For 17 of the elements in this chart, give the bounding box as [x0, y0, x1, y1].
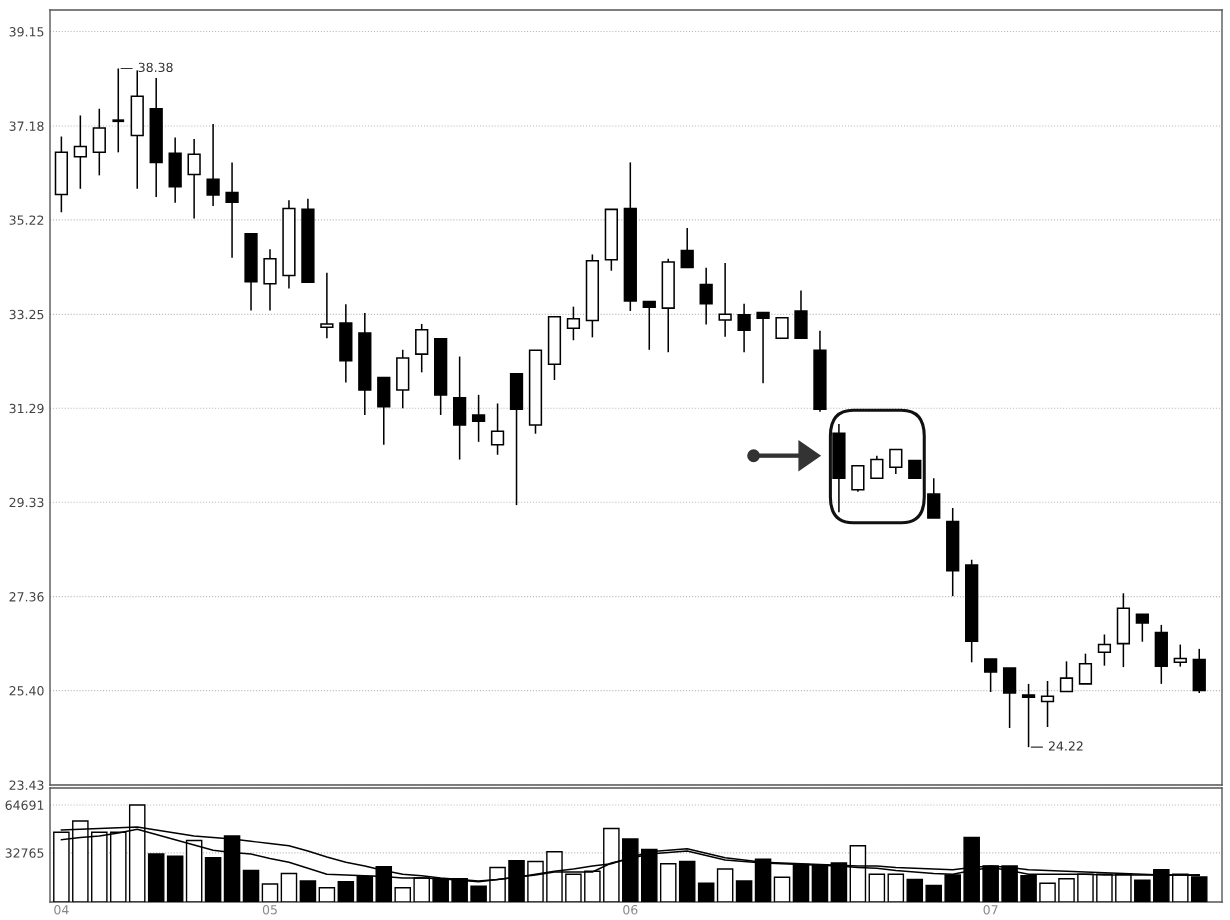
y-tick-label: 31.29 [9, 403, 44, 414]
y-tick-label: 29.33 [9, 497, 44, 508]
y-tick-label: 27.36 [9, 592, 44, 602]
y-tick-label: 39.15 [9, 27, 44, 37]
y-tick-label: 35.22 [9, 215, 44, 225]
annotation: 38.38 [138, 62, 173, 73]
y-tick-label: 25.40 [9, 686, 44, 696]
y-tick-label: 64691 [5, 800, 44, 810]
y-tick-label: 23.43 [9, 780, 44, 790]
annotation: 24.22 [1048, 741, 1083, 751]
y-tick-label: 33.25 [9, 309, 44, 320]
x-tick-label: 05 [262, 905, 277, 915]
x-tick-label: 07 [983, 905, 998, 915]
x-tick-label: 04 [54, 905, 69, 915]
x-tick-label: 06 [623, 905, 638, 915]
y-tick-label: 37.18 [9, 121, 44, 131]
y-tick-label: 32765 [5, 848, 44, 858]
